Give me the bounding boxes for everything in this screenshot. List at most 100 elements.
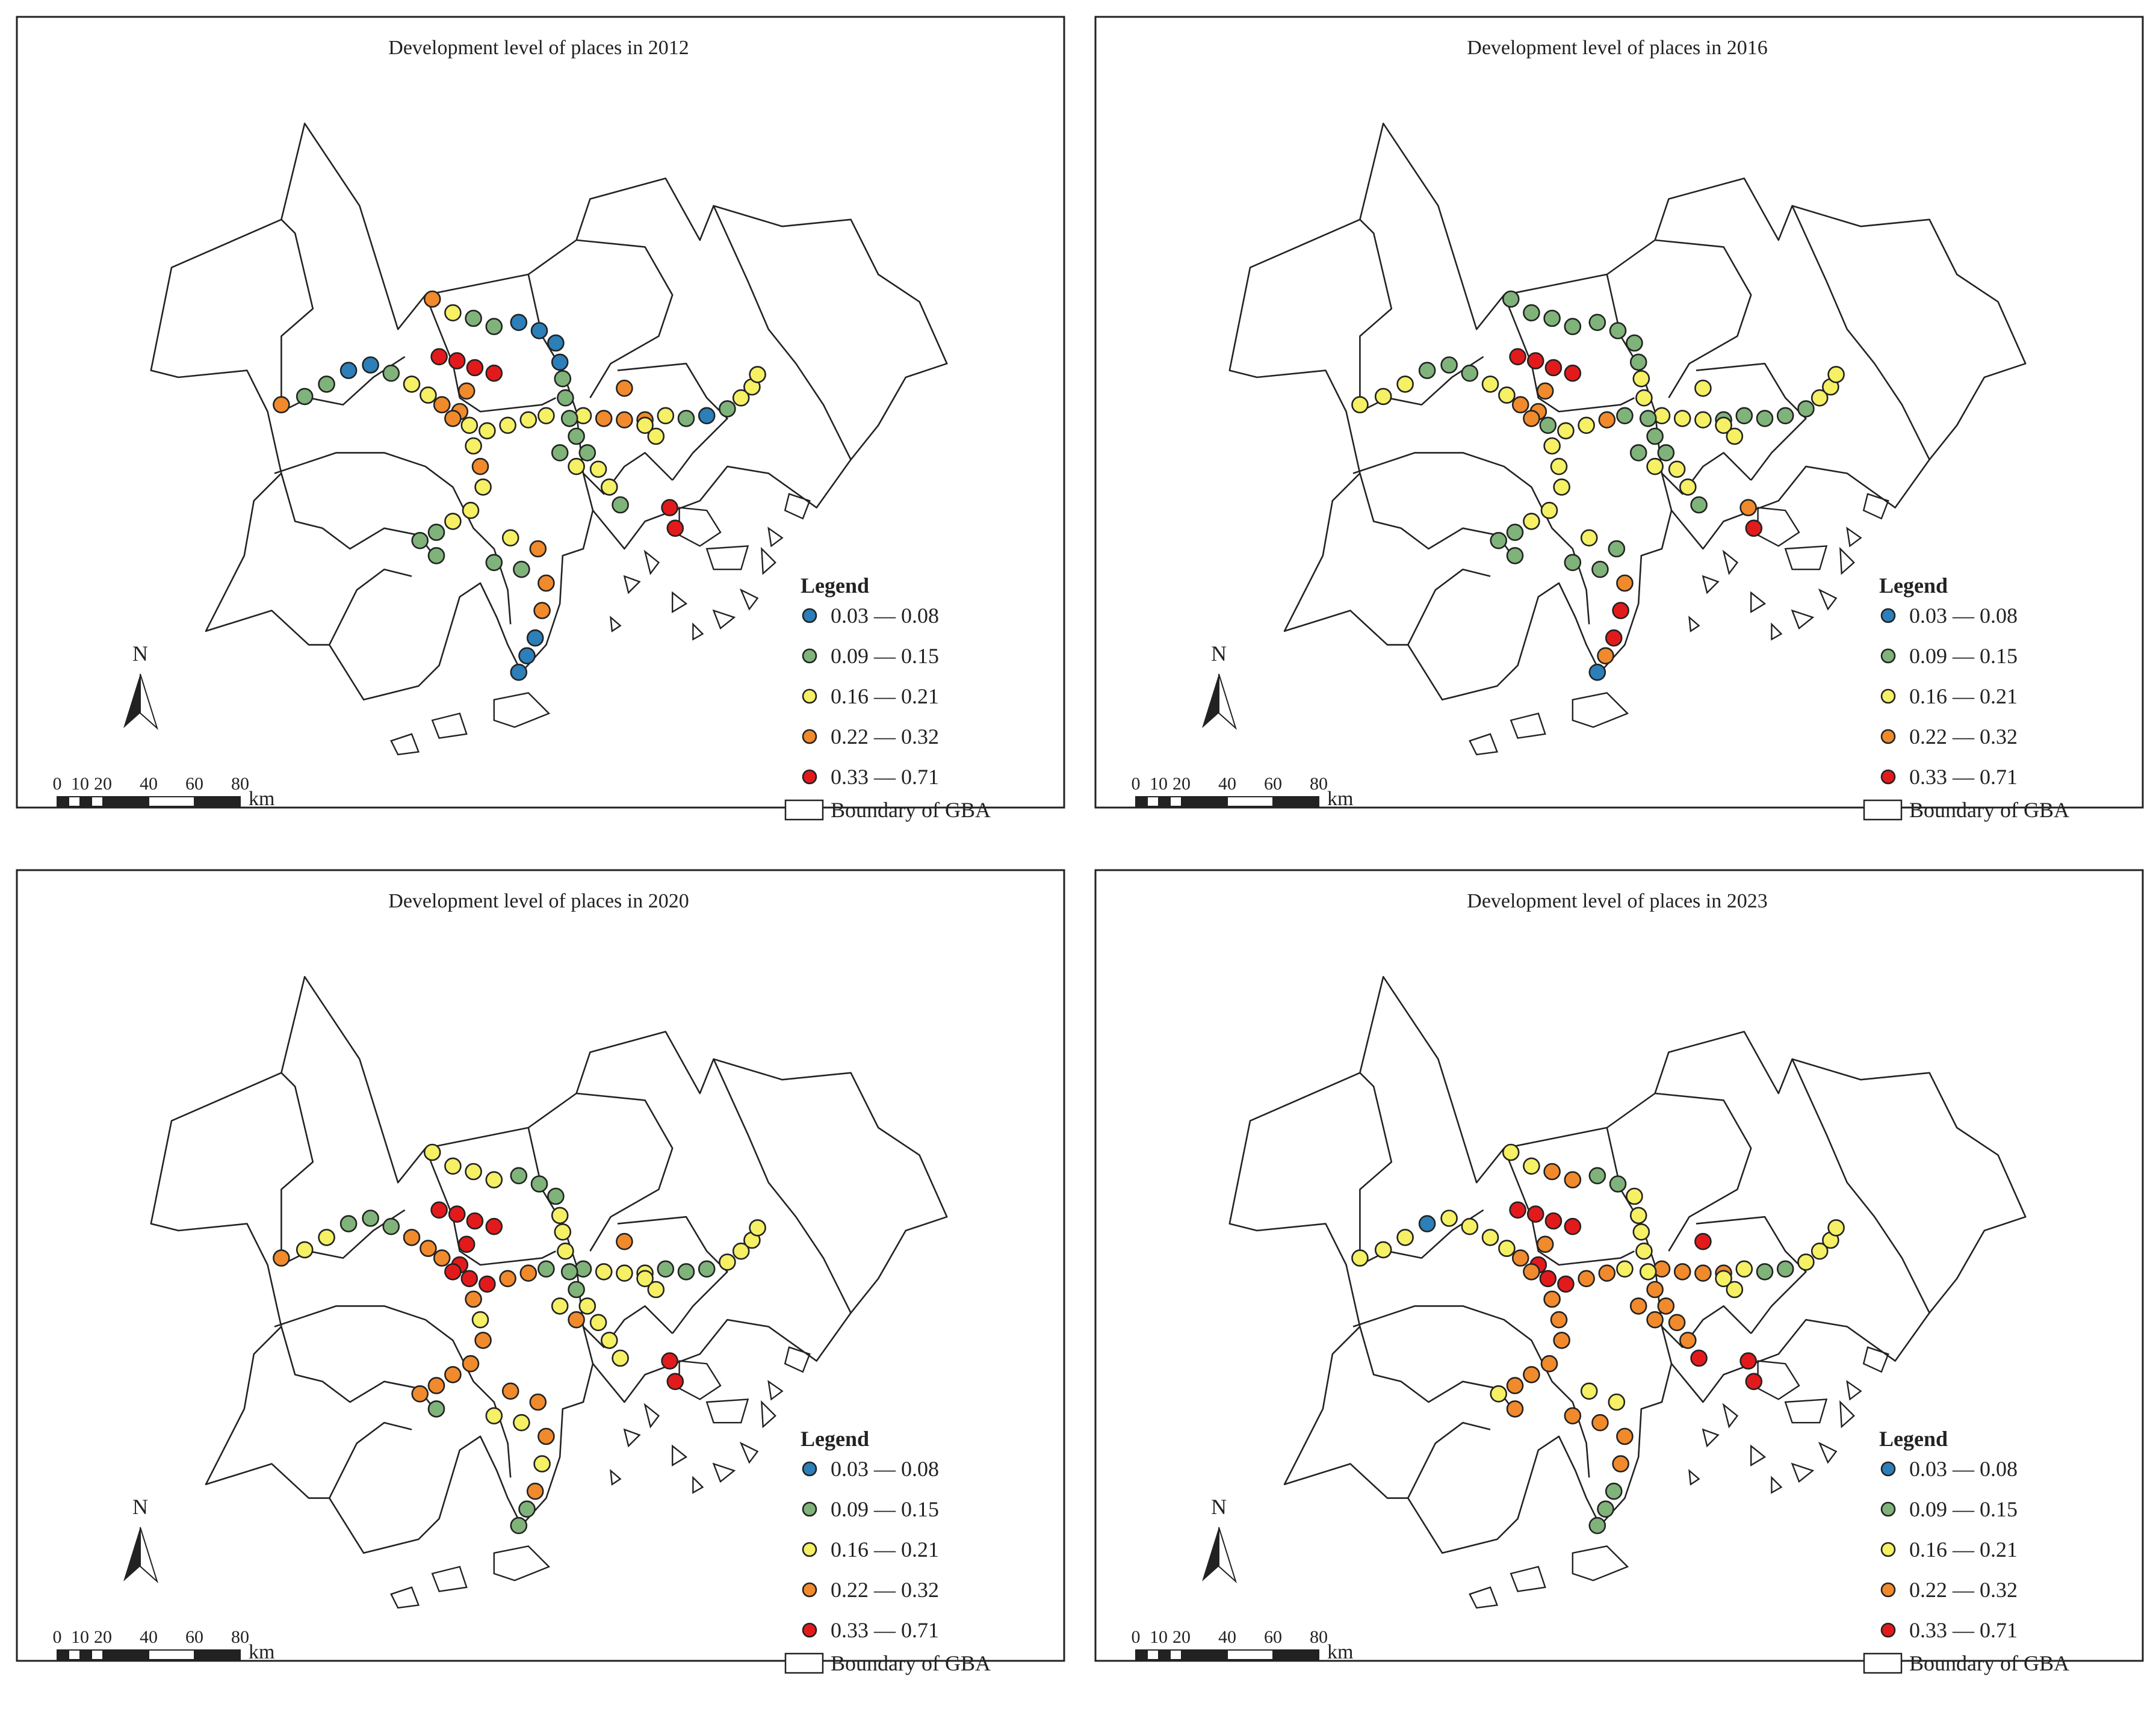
place-point — [465, 1163, 482, 1181]
legend: Legend 0.03 — 0.08 0.09 — 0.15 0.16 — 0.21 0… — [784, 1427, 991, 1675]
place-point — [1523, 1263, 1540, 1281]
place-point — [1609, 322, 1627, 339]
place-point — [560, 1263, 578, 1281]
island-outline — [1702, 1428, 1720, 1448]
place-point — [1745, 519, 1763, 537]
place-point — [1626, 334, 1643, 352]
island-outline — [431, 712, 468, 739]
place-point — [578, 1297, 596, 1315]
place-point — [427, 524, 445, 541]
place-point — [657, 1260, 675, 1278]
legend-swatch — [1880, 729, 1896, 744]
island-outline — [1839, 1400, 1855, 1429]
place-point — [444, 304, 462, 322]
place-point — [568, 457, 585, 475]
place-point — [547, 1187, 565, 1205]
place-point — [1657, 444, 1675, 462]
city-boundary — [617, 1216, 728, 1334]
place-point — [474, 478, 492, 496]
place-point — [1690, 496, 1708, 514]
island-outline — [692, 622, 704, 641]
place-point — [382, 1217, 400, 1235]
place-point — [1490, 1385, 1508, 1403]
legend: Legend 0.03 — 0.08 0.09 — 0.15 0.16 — 0.21 0… — [1863, 573, 2069, 822]
place-point — [1396, 375, 1414, 393]
map-svg-2020: Development level of places in 2020 N 0 10 2… — [16, 869, 1065, 1675]
gba-outer-boundary — [150, 122, 948, 701]
place-point — [1564, 1407, 1582, 1425]
island-outline — [671, 1444, 688, 1467]
place-point — [339, 1215, 358, 1232]
place-point — [1632, 369, 1650, 388]
place-point — [1502, 290, 1520, 308]
boundary-swatch — [1863, 1652, 1903, 1674]
place-point — [1578, 1270, 1595, 1288]
legend-class-label: 0.22 — 0.32 — [1909, 1578, 2018, 1602]
place-point — [1588, 314, 1606, 332]
place-point — [501, 529, 519, 547]
place-point — [1550, 1311, 1568, 1329]
place-point — [1735, 407, 1753, 425]
map-svg-2016: Development level of places in 2016 N 0 10 2… — [1094, 16, 2144, 822]
place-point — [1351, 396, 1369, 413]
gba-outer-boundary — [1228, 975, 2027, 1554]
legend-class-label: 0.03 — 0.08 — [1909, 604, 2018, 628]
scale-tick-label: 60 — [185, 1627, 203, 1647]
place-point — [529, 1393, 547, 1411]
place-point — [479, 1275, 496, 1293]
island-outline — [767, 527, 784, 548]
legend-class-label: 0.16 — 0.21 — [1909, 1537, 2018, 1562]
place-point — [1588, 1167, 1606, 1185]
place-point — [1540, 501, 1558, 519]
city-boundary — [1503, 1148, 1635, 1266]
place-point — [1506, 1400, 1524, 1418]
place-point — [1598, 411, 1616, 429]
place-point — [647, 1281, 665, 1299]
place-point — [677, 410, 695, 427]
island-outline — [1469, 1586, 1499, 1609]
place-point — [1511, 396, 1529, 413]
place-point — [427, 547, 445, 564]
boundary-swatch — [784, 799, 824, 821]
city-boundary — [1791, 1058, 1930, 1314]
place-point — [666, 519, 684, 537]
place-point — [362, 1210, 379, 1227]
place-point — [420, 1240, 437, 1257]
city-boundary — [1352, 452, 1590, 625]
place-point — [600, 478, 618, 496]
city-boundary — [713, 205, 852, 460]
city-boundary — [1661, 1305, 1752, 1349]
island-outline — [1572, 692, 1629, 728]
place-point — [666, 1373, 684, 1391]
place-point — [519, 1264, 537, 1282]
island-outline — [1722, 1403, 1739, 1429]
place-point — [1827, 1219, 1845, 1237]
place-point — [574, 407, 592, 425]
map-panel-2016: Development level of places in 2016 N 0 10 2… — [1079, 0, 2156, 827]
place-point — [1756, 1263, 1774, 1281]
place-point — [1526, 1205, 1544, 1223]
place-point — [1351, 1249, 1369, 1267]
place-point — [1776, 1260, 1794, 1278]
legend-swatch — [802, 648, 817, 664]
place-point — [1523, 1157, 1540, 1175]
place-point — [1461, 1217, 1479, 1235]
island-outline — [1791, 1462, 1815, 1483]
place-point — [1539, 416, 1557, 434]
city-boundary — [1791, 205, 1930, 460]
map-svg-2023: Development level of places in 2023 N 0 10 2… — [1094, 869, 2144, 1675]
place-point — [1616, 407, 1634, 425]
island-outline — [1572, 1545, 1629, 1581]
island-outline — [1818, 588, 1838, 611]
island-outline — [1750, 1444, 1767, 1467]
place-point — [661, 499, 678, 516]
legend-swatch — [1880, 608, 1896, 623]
island-outline — [1839, 546, 1855, 575]
place-point — [595, 1263, 613, 1281]
place-point — [1557, 422, 1575, 440]
place-point — [1715, 416, 1732, 434]
boundary-legend-label: Boundary of GBA — [831, 1651, 991, 1675]
place-point — [1639, 410, 1657, 427]
place-point — [403, 375, 421, 393]
island-outline — [1510, 712, 1546, 739]
